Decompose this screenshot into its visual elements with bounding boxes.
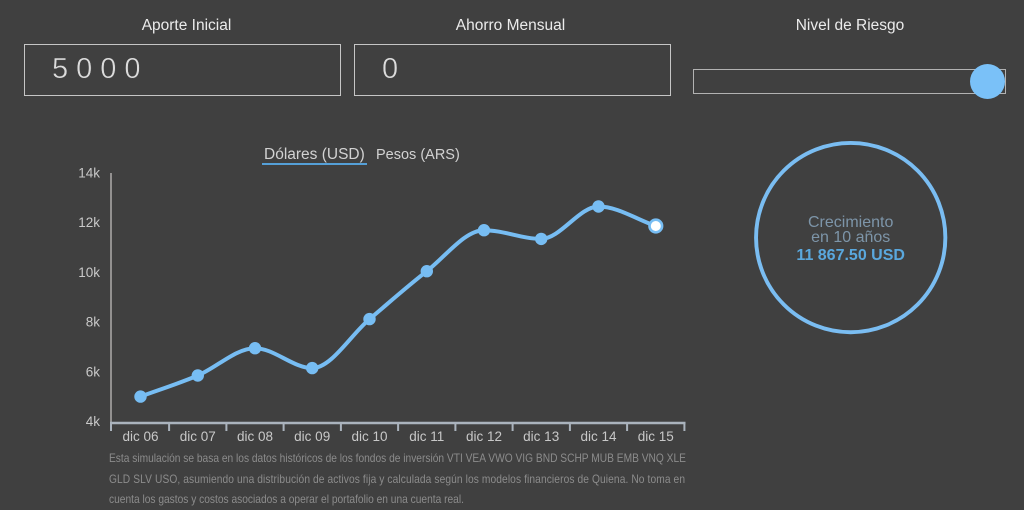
svg-text:14k: 14k [78, 166, 100, 181]
svg-text:8k: 8k [86, 315, 101, 330]
svg-text:12k: 12k [78, 215, 100, 230]
svg-text:10k: 10k [78, 265, 100, 280]
svg-text:dic 06: dic 06 [122, 429, 158, 444]
svg-text:dic 10: dic 10 [351, 429, 387, 444]
svg-text:dic 13: dic 13 [523, 429, 559, 444]
svg-text:dic 07: dic 07 [180, 429, 216, 444]
svg-text:dic 08: dic 08 [237, 429, 273, 444]
svg-text:dic 09: dic 09 [294, 429, 330, 444]
svg-text:4k: 4k [86, 414, 101, 429]
svg-text:dic 14: dic 14 [580, 429, 617, 444]
svg-text:6k: 6k [86, 364, 101, 379]
svg-text:dic 11: dic 11 [409, 429, 444, 444]
svg-text:dic 12: dic 12 [466, 429, 502, 444]
svg-text:dic 15: dic 15 [638, 429, 674, 444]
